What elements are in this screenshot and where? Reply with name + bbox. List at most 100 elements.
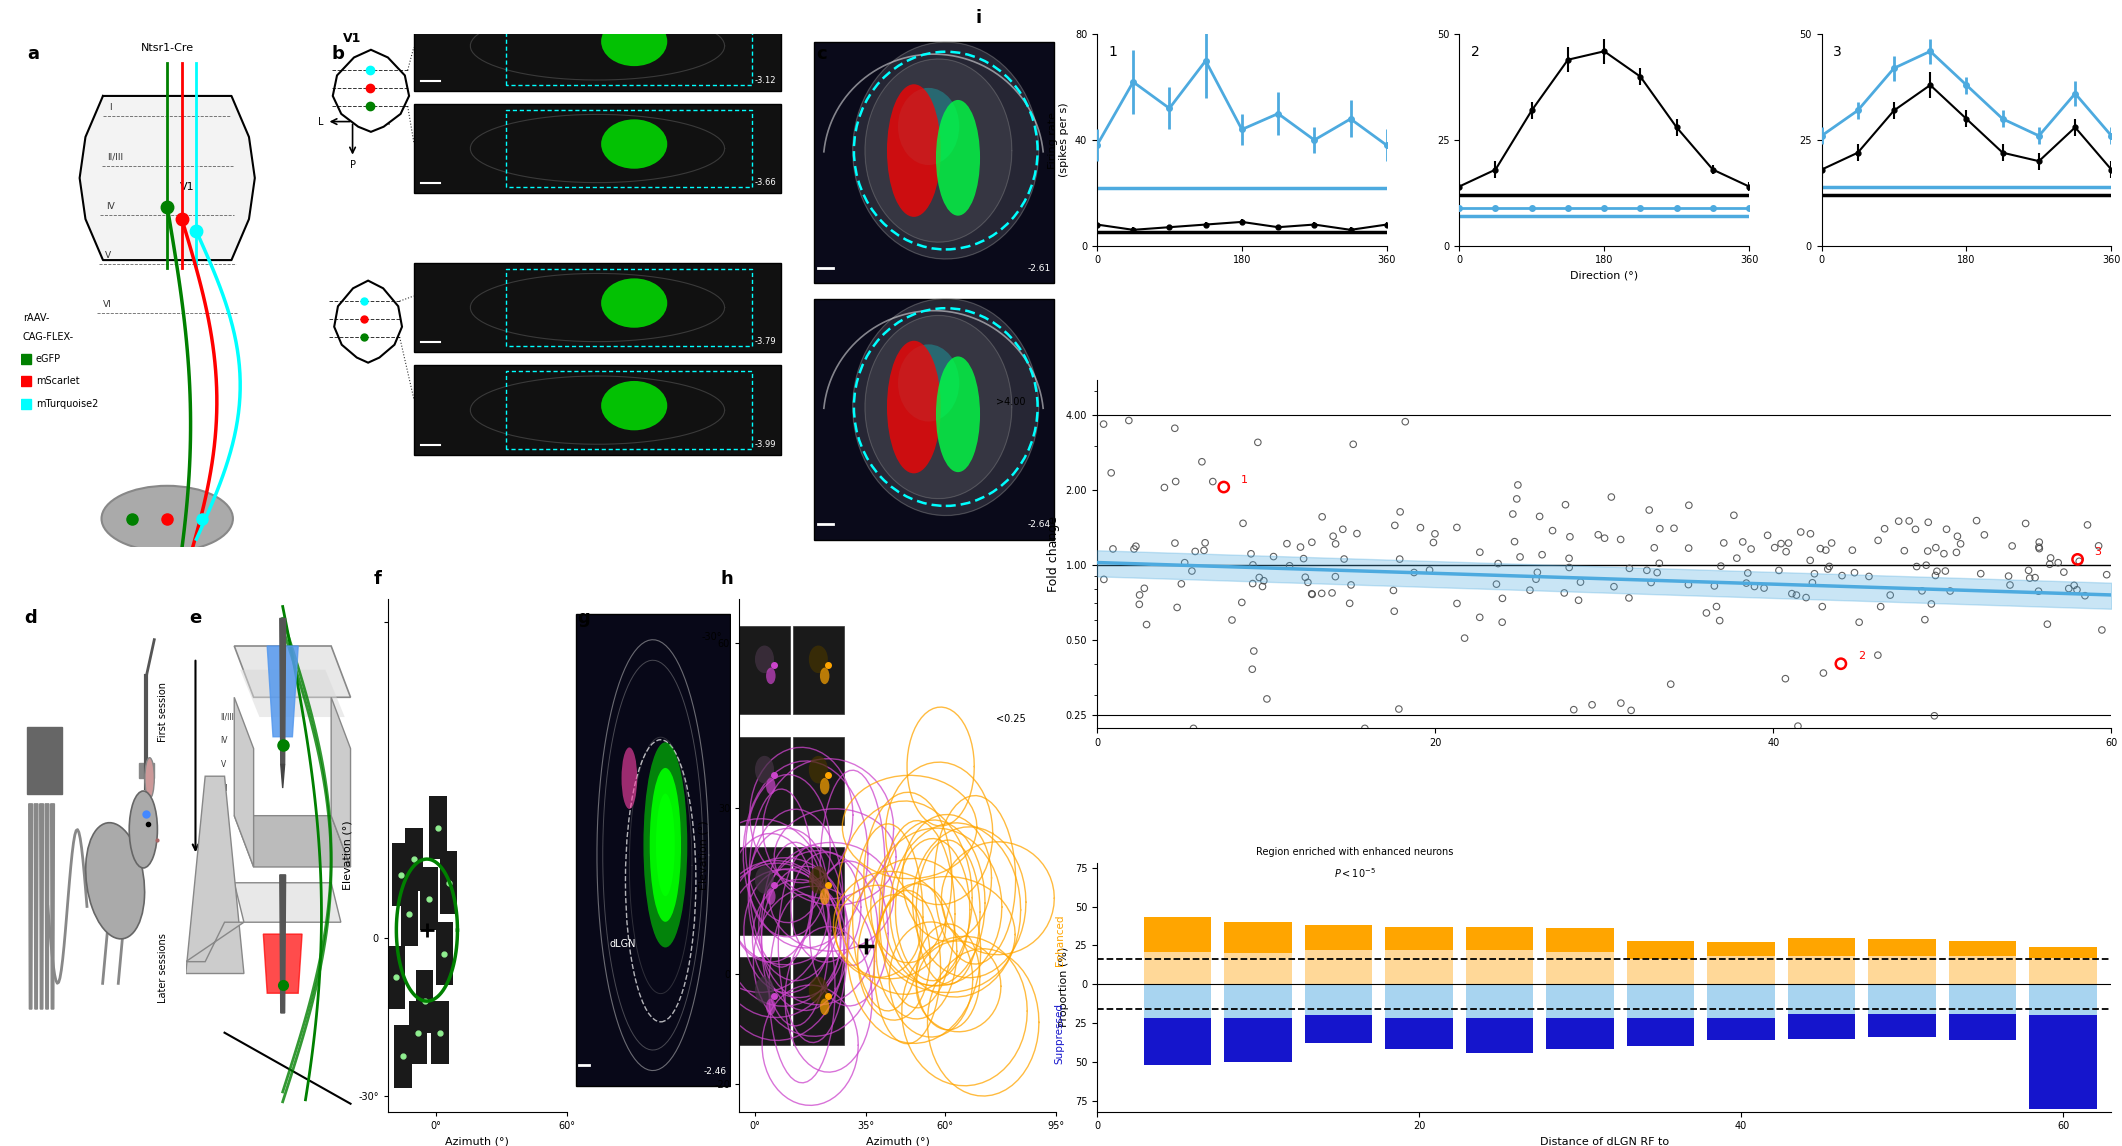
Ellipse shape [819,668,830,684]
Point [1347,720,1381,738]
Point [1549,495,1583,513]
Point [2018,568,2052,587]
Point [1912,513,1946,532]
Point [1441,595,1475,613]
Point [1095,540,1129,558]
Polygon shape [853,42,1040,259]
Point [1305,584,1339,603]
Point [2071,516,2105,534]
Point [1642,555,1676,573]
Point [1246,578,1280,596]
Bar [1466,984,1534,1019]
Text: i: i [976,9,980,28]
Polygon shape [866,58,1012,242]
Point [1294,586,1328,604]
Point [1123,586,1156,604]
Bar [1708,942,1774,956]
Point [1227,515,1260,533]
FancyBboxPatch shape [813,42,1053,283]
Text: b: b [331,45,344,63]
Polygon shape [233,882,342,923]
Y-axis label: Firing rate
(spikes per s): Firing rate (spikes per s) [1048,103,1069,178]
Point [2041,554,2075,572]
Point [1804,540,1838,558]
Text: eGFP: eGFP [36,354,62,363]
Point [1899,520,1933,539]
Point [1500,489,1534,508]
Point [1413,560,1447,579]
Polygon shape [233,646,350,697]
Point [1339,525,1373,543]
Point [1738,578,1772,596]
Point [1479,575,1513,594]
Point [1316,583,1350,602]
Text: -3.66: -3.66 [755,179,777,187]
Point [1526,545,1560,564]
Point [1853,567,1886,586]
Bar [738,626,789,714]
Point [1318,535,1352,554]
Point [1632,501,1666,519]
FancyBboxPatch shape [414,262,781,353]
Point [1640,564,1674,582]
Point [1316,527,1350,545]
Bar [1224,1019,1292,1062]
Point [2022,533,2056,551]
Point [1269,534,1303,552]
Point [1861,646,1895,665]
Point [1702,612,1736,630]
Ellipse shape [766,888,775,905]
Point [1729,574,1763,592]
Polygon shape [187,776,244,973]
Point [2033,555,2067,573]
Point [2086,621,2120,639]
Point [1318,567,1352,586]
Text: -3.12: -3.12 [755,76,777,85]
Point [2031,615,2065,634]
FancyBboxPatch shape [414,1,781,91]
Point [1118,537,1152,556]
Point [1273,557,1307,575]
Text: $P < 10^{-5}$: $P < 10^{-5}$ [1333,866,1375,880]
Ellipse shape [819,778,830,794]
Text: mTurquoise2: mTurquoise2 [36,399,98,409]
Point [1513,581,1547,599]
Bar [435,923,454,986]
Point [1793,551,1827,570]
Point [1116,540,1150,558]
Ellipse shape [819,888,830,905]
Bar [1547,928,1615,951]
Point [2014,568,2048,587]
Point [2033,549,2067,567]
Point [1861,532,1895,550]
Bar [410,1002,427,1065]
Bar [395,1025,412,1088]
Polygon shape [280,619,286,764]
Point [1176,562,1210,580]
Point [1772,534,1806,552]
Bar [794,847,845,935]
Ellipse shape [755,866,775,894]
Point [1929,562,1963,580]
Point [1333,594,1367,612]
Point [1388,413,1422,431]
Point [1159,472,1193,490]
Point [1812,557,1846,575]
Point [1256,548,1290,566]
Point [1886,542,1920,560]
Point [1706,534,1740,552]
Text: Ntsr1-Cre: Ntsr1-Cre [140,42,193,53]
X-axis label: Azimuth (°): Azimuth (°) [866,1136,929,1146]
Point [1757,539,1791,557]
Point [1874,586,1908,604]
Point [1553,527,1587,545]
Polygon shape [333,49,410,132]
Polygon shape [28,727,62,793]
FancyBboxPatch shape [414,366,781,455]
Point [1763,534,1797,552]
Polygon shape [187,923,244,961]
Bar [794,957,845,1045]
Point [1933,582,1967,601]
Point [1481,555,1515,573]
Point [1995,536,2029,555]
